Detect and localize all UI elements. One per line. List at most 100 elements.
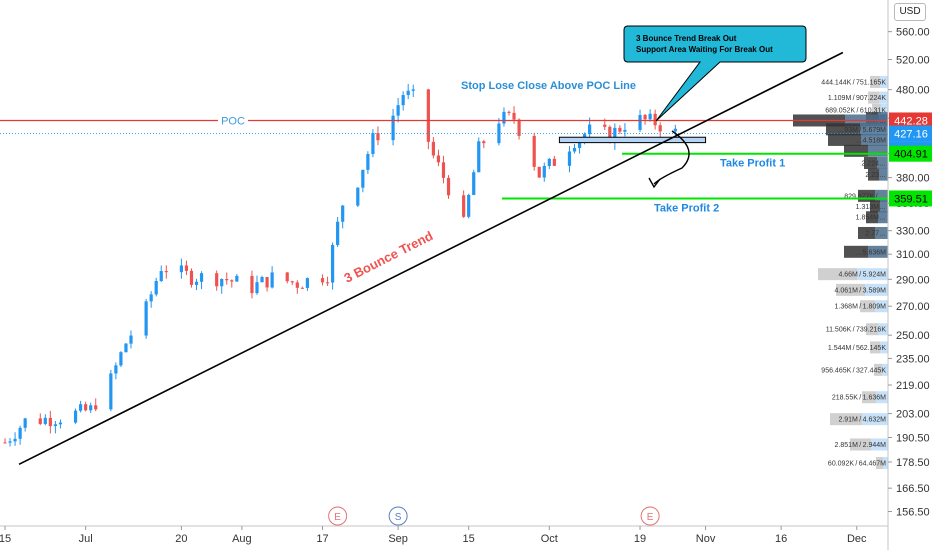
candle-body [159, 271, 163, 282]
candle-body [658, 125, 662, 132]
take-profit-2-label: Take Profit 2 [654, 202, 719, 214]
volume-bar-buy [881, 103, 888, 116]
candle-body [38, 418, 42, 424]
time-tick-label: Oct [541, 533, 558, 545]
stop-loss-note: Stop Lose Close Above POC Line [461, 80, 636, 92]
candle-body [341, 205, 345, 222]
currency-button[interactable]: USD [894, 3, 926, 21]
candle-body [215, 273, 219, 287]
candle-body [129, 335, 133, 344]
candle-body [336, 221, 340, 245]
candle-body [673, 128, 677, 132]
volume-bar-sell [828, 133, 861, 146]
volume-bar-sell [866, 323, 878, 336]
volume-bar-label: 1.854M… [856, 215, 886, 222]
price-tick-label: 166.50 [896, 483, 930, 495]
event-marker-letter: S [395, 512, 402, 523]
take-profit-1-tag: 404.91 [894, 149, 928, 161]
volume-bar-buy [879, 168, 888, 181]
volume-bar-label: 1.368M / 1.809M [835, 304, 887, 311]
candle-body [653, 113, 657, 126]
event-marker [640, 506, 660, 526]
price-axis: 156.50 166.50 178.50 190.50 203.00 219.00 235.… [887, 0, 930, 550]
candle-body [512, 112, 516, 120]
horizontal-levels: POC Take Profit 1 Take Profit 2 [0, 113, 888, 214]
candle-body [547, 158, 551, 167]
candle-body [331, 244, 335, 283]
time-tick-label: Dec [847, 533, 867, 545]
candle-body [532, 135, 536, 167]
take-profit-1-tag-bg [889, 145, 932, 162]
volume-bar-buy [875, 226, 888, 239]
candle-body [371, 133, 375, 155]
candle-body [235, 275, 239, 282]
volume-bar-sell [870, 200, 880, 213]
volume-bar-sell [818, 268, 857, 281]
candle-body [431, 141, 435, 156]
volume-bar-sell [870, 75, 880, 88]
candle-body [260, 277, 264, 283]
price-tick-label: 380.00 [896, 173, 930, 185]
volume-bar-buy [880, 341, 888, 354]
volume-bar-buy [857, 268, 888, 281]
candle-body [542, 166, 546, 178]
support-zone [558, 136, 707, 144]
candle-body [189, 270, 194, 285]
price-tick-label: 190.50 [896, 432, 930, 444]
candle-body [114, 365, 118, 374]
candle-body [305, 278, 309, 288]
candle-body [537, 166, 541, 178]
volume-bar-buy [879, 91, 888, 104]
candle-body [295, 282, 299, 288]
candle-body [411, 89, 415, 91]
candle-body [613, 127, 617, 143]
volume-bar-sell [872, 103, 881, 116]
volume-bar-label: … [879, 148, 886, 155]
current-price-tag-bg [889, 125, 932, 142]
candle-body [8, 441, 12, 443]
volume-bar-label: 4.061M / 3.589M [835, 287, 887, 294]
candle-body [79, 404, 83, 411]
candle-body [73, 410, 78, 423]
candle-body [285, 272, 289, 282]
volume-bar-sell [868, 91, 879, 104]
candle-body [265, 277, 269, 288]
candle-body [320, 278, 325, 283]
candle-body [552, 158, 556, 166]
candle-body [472, 172, 476, 195]
candle-body [618, 127, 622, 132]
price-tick-label: 560.00 [896, 27, 930, 39]
candle-body [84, 404, 88, 411]
candle-body [376, 133, 380, 141]
volume-bar-sell [860, 300, 875, 313]
candle-body [426, 89, 430, 142]
candle-body [577, 139, 582, 148]
candle-body [356, 187, 360, 206]
poc-price-tag: 442.28 [894, 115, 928, 127]
price-tick-label: 310.00 [896, 249, 930, 261]
volume-bar-label: 689.052K / 610.31K [825, 107, 886, 114]
candle-body [149, 294, 153, 302]
candle-body [406, 90, 410, 96]
time-axis: 15 Jul 20 Aug 17 Sep 15 Oct 19 Nov 16 Dec E S E [0, 506, 888, 545]
volume-bar-sell [866, 211, 878, 224]
candle-body [89, 405, 93, 411]
volume-bar-buy [868, 245, 888, 258]
poc-price-tag-bg [889, 112, 932, 129]
callout-line-1: 3 Bounce Trend Break Out [636, 34, 737, 43]
candle-body [462, 195, 466, 217]
take-profit-2-tag: 359.51 [894, 193, 928, 205]
volume-bar-label: 2.77… [865, 230, 886, 237]
take-profit-2-tag-bg [889, 190, 932, 207]
candle-body [154, 281, 158, 295]
volume-bar-label: 1.109M / 907.224K [828, 95, 886, 102]
volume-bar-label: 2.91M / 4.632M [838, 417, 886, 424]
volume-bar-sell [870, 341, 880, 354]
current-price-tag: 427.16 [894, 129, 928, 141]
time-tick-label: Aug [232, 533, 252, 545]
candle-body [199, 273, 204, 282]
event-marker-letter: E [647, 512, 654, 523]
candle-body [270, 272, 274, 288]
